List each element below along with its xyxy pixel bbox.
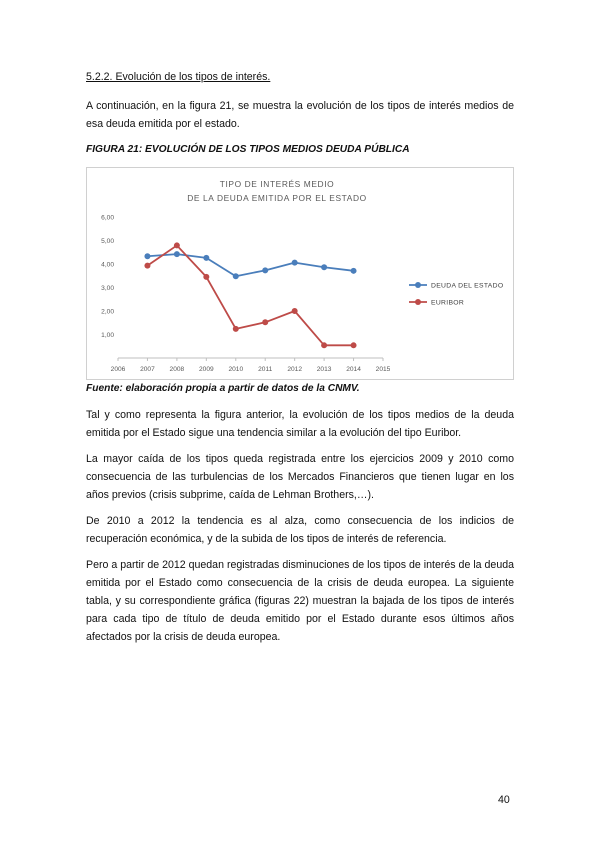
x-tick-label-2015: 2015 <box>376 366 391 373</box>
figure-title: FIGURA 21: EVOLUCIÓN DE LOS TIPOS MEDIOS… <box>86 144 410 155</box>
line-chart: TIPO DE INTERÉS MEDIO DE LA DEUDA EMITIDA… <box>101 179 503 373</box>
series-2-point-2008 <box>173 242 180 249</box>
series-1-point-2014 <box>350 267 357 274</box>
chart-container: TIPO DE INTERÉS MEDIO DE LA DEUDA EMITIDA… <box>86 167 514 380</box>
series-2-point-2009 <box>203 273 210 280</box>
series-1-point-2011 <box>262 267 269 274</box>
legend-marker-2 <box>415 299 421 305</box>
y-tick-label-1: 1,00 <box>101 332 114 339</box>
x-tick-label-2010: 2010 <box>228 366 243 373</box>
legend-marker-1 <box>415 282 421 288</box>
y-tick-label-2: 2,00 <box>101 309 114 316</box>
section-heading: 5.2.2. Evolución de los tipos de interés… <box>86 71 271 83</box>
x-tick-label-2008: 2008 <box>170 366 185 373</box>
series-2-point-2010 <box>232 325 239 332</box>
series-line-2 <box>146 244 354 347</box>
x-tick-label-2011: 2011 <box>258 366 273 373</box>
x-tick-label-2014: 2014 <box>346 366 361 373</box>
x-tick-label-2006: 2006 <box>111 366 126 373</box>
series-line-1 <box>147 253 354 278</box>
series-1-point-2012 <box>291 259 298 266</box>
page-number: 40 <box>498 794 510 806</box>
series-1-point-2008 <box>173 251 180 258</box>
series-2-point-2012 <box>291 308 298 314</box>
y-tick-label-5: 5,00 <box>101 238 114 245</box>
x-tick-label-2012: 2012 <box>287 366 302 373</box>
paragraph-3: De 2010 a 2012 la tendencia es al alza, … <box>86 515 514 545</box>
intro-paragraph: A continuación, en la figura 21, se mues… <box>86 100 514 130</box>
series-1-point-2007 <box>144 253 151 260</box>
series-1-point-2010 <box>232 273 239 280</box>
paragraph-4: Pero a partir de 2012 quedan registradas… <box>86 559 514 643</box>
series-1-point-2009 <box>203 254 210 261</box>
paragraph-1: Tal y como representa la figura anterior… <box>86 409 514 439</box>
chart-title-line-2: DE LA DEUDA EMITIDA POR EL ESTADO <box>187 193 366 203</box>
x-tick-label-2013: 2013 <box>317 366 332 373</box>
figure-source: Fuente: elaboración propia a partir de d… <box>86 383 360 394</box>
legend-label-2: EURIBOR <box>431 300 464 307</box>
y-tick-label-3: 3,00 <box>101 285 114 292</box>
series-1-point-2013 <box>321 264 328 271</box>
series-2-point-2013 <box>321 342 328 349</box>
series-2-point-2011 <box>262 319 269 326</box>
y-tick-label-6: 6,00 <box>101 215 114 222</box>
legend-label-1: DEUDA DEL ESTADO <box>431 283 503 290</box>
chart-title-line-1: TIPO DE INTERÉS MEDIO <box>220 179 335 189</box>
x-tick-label-2007: 2007 <box>140 366 155 373</box>
y-tick-label-4: 4,00 <box>101 262 114 269</box>
x-tick-label-2009: 2009 <box>199 366 214 373</box>
series-2-point-2014 <box>350 342 357 349</box>
paragraph-2: La mayor caída de los tipos queda regist… <box>86 453 514 501</box>
series-2-point-2007 <box>144 262 151 269</box>
